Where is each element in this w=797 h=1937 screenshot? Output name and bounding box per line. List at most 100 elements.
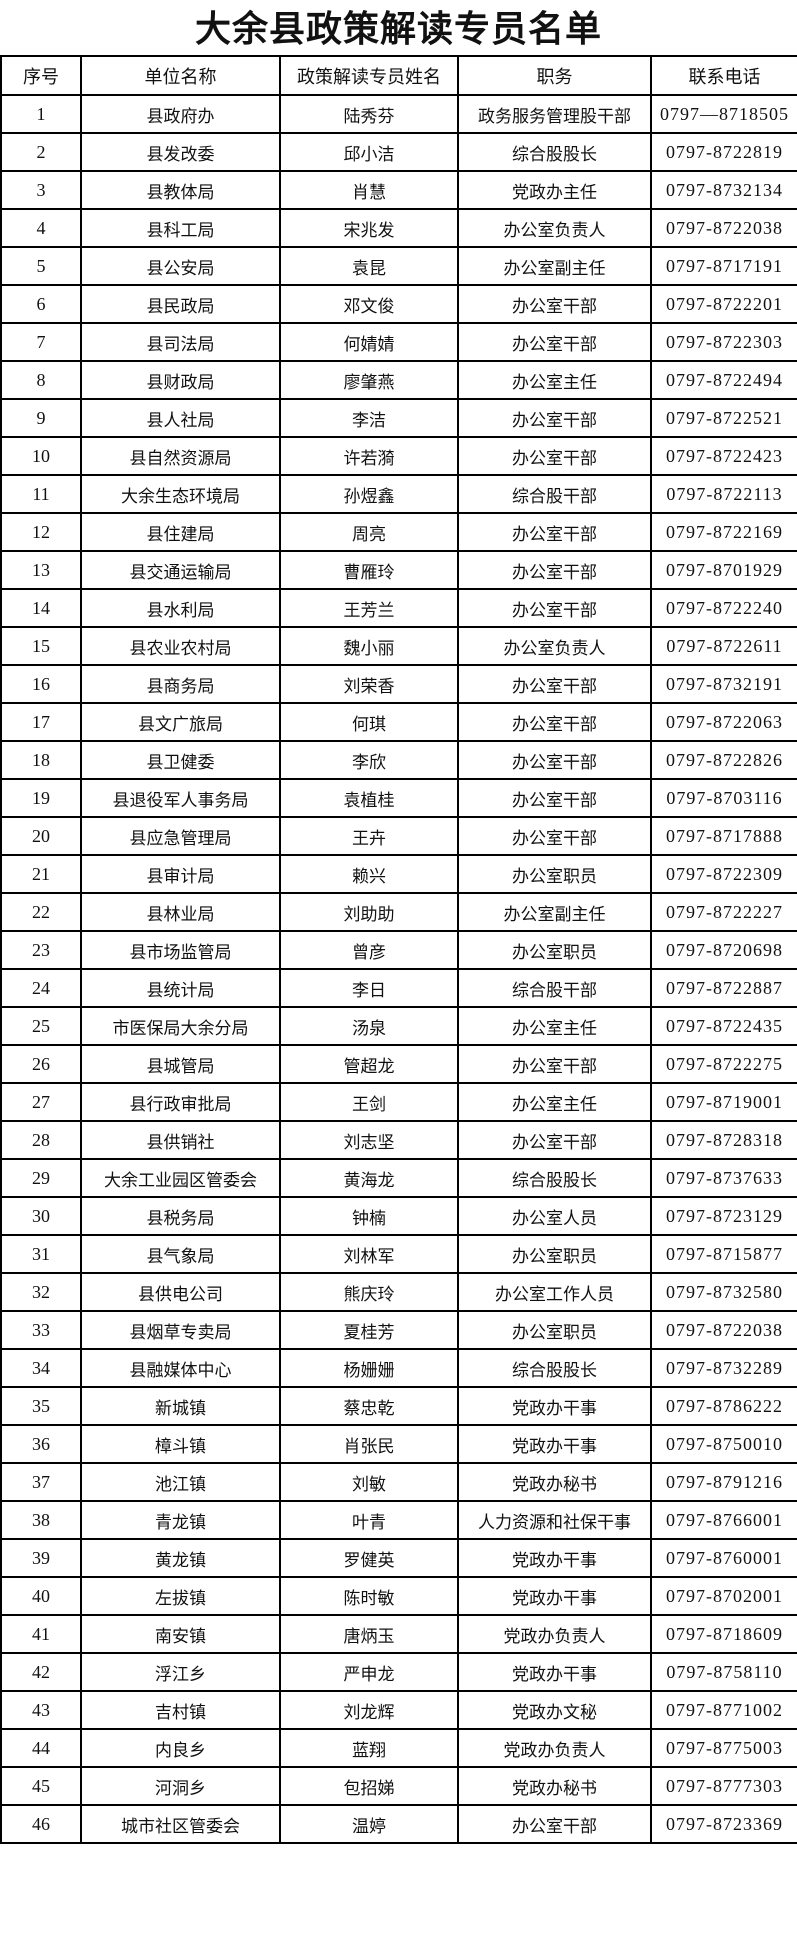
cell-phone: 0797-8737633 (650, 1158, 797, 1198)
cell-unit: 县文广旅局 (80, 702, 281, 742)
cell-phone: 0797-8732580 (650, 1272, 797, 1312)
cell-name: 何琪 (279, 702, 459, 742)
cell-unit: 吉村镇 (80, 1690, 281, 1730)
table-row: 21 县审计局 赖兴 办公室职员 0797-8722309 (0, 854, 797, 894)
cell-unit: 新城镇 (80, 1386, 281, 1426)
cell-position: 办公室干部 (457, 322, 652, 362)
cell-name: 黄海龙 (279, 1158, 459, 1198)
cell-phone: 0797-8722309 (650, 854, 797, 894)
cell-position: 办公室干部 (457, 284, 652, 324)
cell-unit: 县人社局 (80, 398, 281, 438)
cell-index: 46 (0, 1804, 82, 1844)
cell-position: 综合股干部 (457, 474, 652, 514)
table-row: 16 县商务局 刘荣香 办公室干部 0797-8732191 (0, 664, 797, 704)
cell-index: 11 (0, 474, 82, 514)
table-row: 8 县财政局 廖肇燕 办公室主任 0797-8722494 (0, 360, 797, 400)
cell-unit: 县林业局 (80, 892, 281, 932)
cell-position: 党政办负责人 (457, 1614, 652, 1654)
table-row: 29 大余工业园区管委会 黄海龙 综合股股长 0797-8737633 (0, 1158, 797, 1198)
cell-unit: 县水利局 (80, 588, 281, 628)
cell-unit: 县教体局 (80, 170, 281, 210)
cell-name: 刘龙辉 (279, 1690, 459, 1730)
cell-name: 周亮 (279, 512, 459, 552)
cell-name: 汤泉 (279, 1006, 459, 1046)
table-row: 6 县民政局 邓文俊 办公室干部 0797-8722201 (0, 284, 797, 324)
cell-index: 4 (0, 208, 82, 248)
cell-name: 曹雁玲 (279, 550, 459, 590)
cell-phone: 0797-8771002 (650, 1690, 797, 1730)
table-row: 17 县文广旅局 何琪 办公室干部 0797-8722063 (0, 702, 797, 742)
cell-phone: 0797-8732134 (650, 170, 797, 210)
cell-position: 综合股干部 (457, 968, 652, 1008)
cell-index: 39 (0, 1538, 82, 1578)
cell-phone: 0797-8722819 (650, 132, 797, 172)
cell-position: 办公室主任 (457, 1006, 652, 1046)
header-unit: 单位名称 (80, 55, 281, 96)
table-row: 28 县供销社 刘志坚 办公室干部 0797-8728318 (0, 1120, 797, 1160)
table-row: 15 县农业农村局 魏小丽 办公室负责人 0797-8722611 (0, 626, 797, 666)
cell-name: 何婧婧 (279, 322, 459, 362)
cell-position: 办公室干部 (457, 740, 652, 780)
cell-position: 办公室职员 (457, 854, 652, 894)
cell-phone: 0797-8722038 (650, 1310, 797, 1350)
cell-name: 叶青 (279, 1500, 459, 1540)
cell-position: 党政办干事 (457, 1538, 652, 1578)
cell-index: 42 (0, 1652, 82, 1692)
cell-name: 刘敏 (279, 1462, 459, 1502)
cell-index: 37 (0, 1462, 82, 1502)
cell-unit: 县城管局 (80, 1044, 281, 1084)
cell-index: 20 (0, 816, 82, 856)
table-row: 23 县市场监管局 曾彦 办公室职员 0797-8720698 (0, 930, 797, 970)
cell-index: 45 (0, 1766, 82, 1806)
cell-unit: 县供电公司 (80, 1272, 281, 1312)
cell-unit: 县商务局 (80, 664, 281, 704)
table-row: 41 南安镇 唐炳玉 党政办负责人 0797-8718609 (0, 1614, 797, 1654)
table-row: 44 内良乡 蓝翔 党政办负责人 0797-8775003 (0, 1728, 797, 1768)
cell-name: 刘助助 (279, 892, 459, 932)
cell-position: 办公室职员 (457, 930, 652, 970)
cell-position: 办公室干部 (457, 1804, 652, 1844)
cell-unit: 大余工业园区管委会 (80, 1158, 281, 1198)
table-row: 45 河洞乡 包招娣 党政办秘书 0797-8777303 (0, 1766, 797, 1806)
cell-phone: 0797-8777303 (650, 1766, 797, 1806)
cell-index: 44 (0, 1728, 82, 1768)
table-row: 33 县烟草专卖局 夏桂芳 办公室职员 0797-8722038 (0, 1310, 797, 1350)
table-row: 9 县人社局 李洁 办公室干部 0797-8722521 (0, 398, 797, 438)
cell-phone: 0797-8722887 (650, 968, 797, 1008)
cell-index: 2 (0, 132, 82, 172)
cell-index: 9 (0, 398, 82, 438)
cell-unit: 池江镇 (80, 1462, 281, 1502)
cell-unit: 浮江乡 (80, 1652, 281, 1692)
cell-unit: 县烟草专卖局 (80, 1310, 281, 1350)
cell-name: 王剑 (279, 1082, 459, 1122)
cell-position: 党政办干事 (457, 1386, 652, 1426)
table-row: 24 县统计局 李日 综合股干部 0797-8722887 (0, 968, 797, 1008)
cell-phone: 0797-8720698 (650, 930, 797, 970)
cell-index: 1 (0, 94, 82, 134)
table-row: 19 县退役军人事务局 袁植桂 办公室干部 0797-8703116 (0, 778, 797, 818)
cell-name: 刘林军 (279, 1234, 459, 1274)
cell-index: 40 (0, 1576, 82, 1616)
cell-position: 党政办文秘 (457, 1690, 652, 1730)
cell-index: 38 (0, 1500, 82, 1540)
cell-phone: 0797-8723369 (650, 1804, 797, 1844)
cell-index: 29 (0, 1158, 82, 1198)
cell-unit: 县公安局 (80, 246, 281, 286)
cell-phone: 0797-8722611 (650, 626, 797, 666)
cell-name: 袁植桂 (279, 778, 459, 818)
cell-unit: 内良乡 (80, 1728, 281, 1768)
cell-phone: 0797-8715877 (650, 1234, 797, 1274)
cell-index: 31 (0, 1234, 82, 1274)
cell-phone: 0797-8722201 (650, 284, 797, 324)
table-row: 5 县公安局 袁昆 办公室副主任 0797-8717191 (0, 246, 797, 286)
cell-unit: 县行政审批局 (80, 1082, 281, 1122)
cell-unit: 县退役军人事务局 (80, 778, 281, 818)
cell-index: 30 (0, 1196, 82, 1236)
cell-index: 14 (0, 588, 82, 628)
cell-name: 王卉 (279, 816, 459, 856)
cell-name: 李日 (279, 968, 459, 1008)
cell-phone: 0797-8722113 (650, 474, 797, 514)
cell-unit: 大余生态环境局 (80, 474, 281, 514)
cell-position: 办公室负责人 (457, 626, 652, 666)
cell-name: 严申龙 (279, 1652, 459, 1692)
